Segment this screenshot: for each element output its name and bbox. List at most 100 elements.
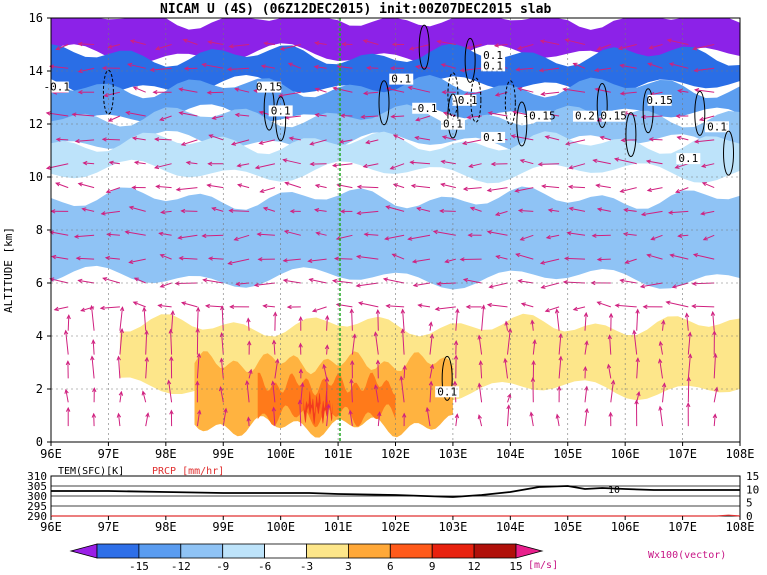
- wind-vector-head: [592, 158, 598, 164]
- wind-vector-head: [596, 46, 602, 51]
- wind-vector: [636, 358, 639, 379]
- wind-vector-head: [442, 111, 448, 116]
- wind-vector-head: [131, 136, 137, 141]
- wind-vector-head: [234, 87, 240, 92]
- wind-vector: [206, 305, 224, 308]
- wind-vector-head: [617, 45, 623, 51]
- wind-vector: [161, 210, 172, 213]
- wind-vector-head: [407, 85, 413, 91]
- wind-vector: [600, 136, 611, 141]
- wind-vector-head: [700, 211, 706, 216]
- contour-label-bg: [527, 110, 552, 122]
- wind-vector-head: [377, 411, 382, 417]
- wind-vector-head: [219, 357, 224, 363]
- wind-vector: [597, 301, 611, 308]
- wind-vector: [227, 67, 250, 70]
- wind-vector: [357, 210, 379, 214]
- wind-vector: [145, 357, 148, 379]
- colorbar-swatch: [264, 543, 307, 559]
- wind-vector: [597, 258, 611, 261]
- wind-vector-head: [356, 210, 362, 216]
- wind-vector: [615, 304, 637, 308]
- wind-vector-head: [400, 308, 406, 314]
- wind-vector-head: [154, 137, 160, 142]
- wind-vector: [285, 182, 301, 189]
- wind-vector-head: [307, 258, 313, 263]
- colorbar-label: -15: [129, 560, 149, 573]
- wind-vector: [65, 330, 69, 355]
- wind-vector: [433, 230, 456, 236]
- wind-vector: [234, 234, 250, 241]
- wind-vector-head: [459, 68, 465, 73]
- wind-vector-head: [133, 160, 139, 165]
- wind-vector: [128, 63, 146, 69]
- contour-line: [418, 24, 430, 70]
- wind-vector-head: [661, 319, 666, 325]
- wind-vector: [237, 184, 250, 189]
- wind-vector: [279, 91, 301, 97]
- wind-vector: [409, 44, 431, 50]
- wind-vector-head: [180, 208, 186, 214]
- wind-vector: [75, 139, 95, 142]
- wind-vector: [257, 233, 275, 236]
- wind-vector-head: [477, 382, 482, 388]
- wind-vector-head: [494, 211, 501, 216]
- wind-vector-head: [178, 111, 184, 116]
- wind-vector: [78, 279, 95, 284]
- wind-vector: [569, 207, 586, 212]
- wind-vector-head: [309, 141, 315, 146]
- wind-vector-head: [228, 208, 234, 213]
- wind-vector-head: [133, 277, 139, 282]
- wind-vector-head: [399, 375, 404, 381]
- wind-vector: [337, 65, 353, 69]
- wind-vector-head: [613, 157, 620, 162]
- wind-vector-head: [503, 357, 508, 363]
- contour-line: [504, 80, 516, 126]
- ts-x-tick-label: 103E: [438, 520, 467, 534]
- wind-vector-head: [325, 314, 330, 320]
- wind-vector-head: [642, 304, 648, 309]
- wind-vector: [703, 234, 715, 241]
- wind-vector: [52, 256, 69, 260]
- wind-vector-head: [49, 277, 55, 282]
- wind-vector: [134, 277, 146, 284]
- wind-vector-head: [311, 308, 318, 313]
- wind-vector-head: [465, 304, 471, 310]
- wind-vector: [107, 233, 120, 236]
- wind-vector-head: [515, 67, 521, 72]
- wind-vector-head: [55, 182, 61, 187]
- wind-vector: [573, 63, 586, 69]
- colorbar-swatch: [389, 543, 433, 559]
- wind-vector-head: [105, 188, 111, 194]
- wind-vector-head: [684, 312, 690, 318]
- colorbar-label: 3: [345, 560, 352, 573]
- wind-vector-head: [409, 160, 415, 165]
- wind-vector-head: [646, 253, 652, 258]
- wind-vector-head: [619, 278, 625, 284]
- wind-vector-head: [461, 140, 468, 146]
- wind-vector: [50, 231, 69, 236]
- wind-vector: [91, 356, 95, 379]
- wind-vector-head: [349, 378, 354, 384]
- wind-vector: [521, 303, 534, 308]
- wind-vector-head: [428, 321, 433, 327]
- wind-vector: [207, 91, 224, 94]
- wind-vector: [364, 91, 379, 94]
- wind-vector-head: [515, 253, 521, 258]
- wind-vector: [383, 278, 405, 284]
- wind-vector-head: [477, 414, 482, 420]
- wind-vector-head: [355, 283, 361, 288]
- contour-label-bg: [257, 81, 282, 93]
- wind-vector: [186, 161, 198, 165]
- wind-vector-head: [66, 314, 71, 320]
- wind-vector-head: [218, 386, 224, 392]
- wind-vector: [374, 332, 379, 355]
- wind-vector: [207, 184, 224, 189]
- wind-vector: [356, 282, 379, 287]
- wind-vector-head: [313, 208, 320, 213]
- contour-line: [441, 355, 453, 401]
- wind-vector: [548, 209, 560, 212]
- contour-label: -0.1: [411, 102, 438, 115]
- contour-label: 0.15: [646, 94, 673, 107]
- wind-vector: [176, 187, 198, 191]
